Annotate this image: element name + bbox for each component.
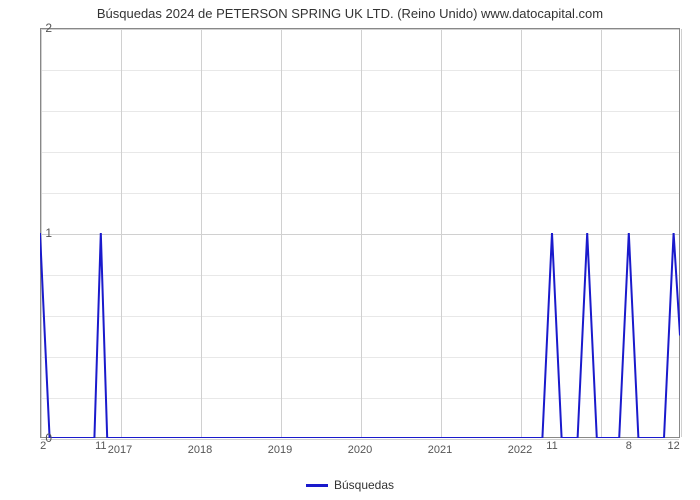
x-year-label: 2018 bbox=[188, 444, 212, 456]
v-grid bbox=[361, 29, 362, 437]
legend-item: Búsquedas bbox=[306, 478, 394, 492]
h-grid-minor bbox=[41, 316, 679, 317]
v-grid bbox=[281, 29, 282, 437]
v-grid bbox=[441, 29, 442, 437]
v-grid bbox=[201, 29, 202, 437]
x-year-label: 2022 bbox=[508, 444, 532, 456]
x-value-label: 8 bbox=[626, 440, 632, 452]
x-value-label: 11 bbox=[546, 440, 557, 452]
y-tick-label: 1 bbox=[32, 226, 52, 240]
x-value-label: 2 bbox=[40, 440, 46, 452]
legend-label: Búsquedas bbox=[334, 478, 394, 492]
h-grid-minor bbox=[41, 398, 679, 399]
v-grid bbox=[601, 29, 602, 437]
h-grid-major bbox=[41, 234, 679, 235]
chart-container: Búsquedas 2024 de PETERSON SPRING UK LTD… bbox=[0, 0, 700, 500]
x-value-label: 11 bbox=[95, 440, 106, 452]
v-grid bbox=[121, 29, 122, 437]
x-year-label: 2020 bbox=[348, 444, 372, 456]
h-grid-minor bbox=[41, 152, 679, 153]
h-grid-minor bbox=[41, 357, 679, 358]
h-grid-minor bbox=[41, 275, 679, 276]
legend-swatch bbox=[306, 484, 328, 487]
h-grid-minor bbox=[41, 193, 679, 194]
v-grid bbox=[521, 29, 522, 437]
y-tick-label: 2 bbox=[32, 21, 52, 35]
plot-wrapper bbox=[40, 28, 680, 438]
h-grid-minor bbox=[41, 111, 679, 112]
plot-area bbox=[40, 28, 680, 438]
x-year-label: 2019 bbox=[268, 444, 292, 456]
x-year-label: 2021 bbox=[428, 444, 452, 456]
legend: Búsquedas bbox=[0, 474, 700, 493]
x-value-label: 12 bbox=[667, 440, 679, 452]
x-year-label: 2017 bbox=[108, 444, 132, 456]
h-grid-major bbox=[41, 29, 679, 30]
h-grid-minor bbox=[41, 70, 679, 71]
chart-title: Búsquedas 2024 de PETERSON SPRING UK LTD… bbox=[0, 0, 700, 21]
h-grid-major bbox=[41, 439, 679, 440]
v-grid bbox=[681, 29, 682, 437]
